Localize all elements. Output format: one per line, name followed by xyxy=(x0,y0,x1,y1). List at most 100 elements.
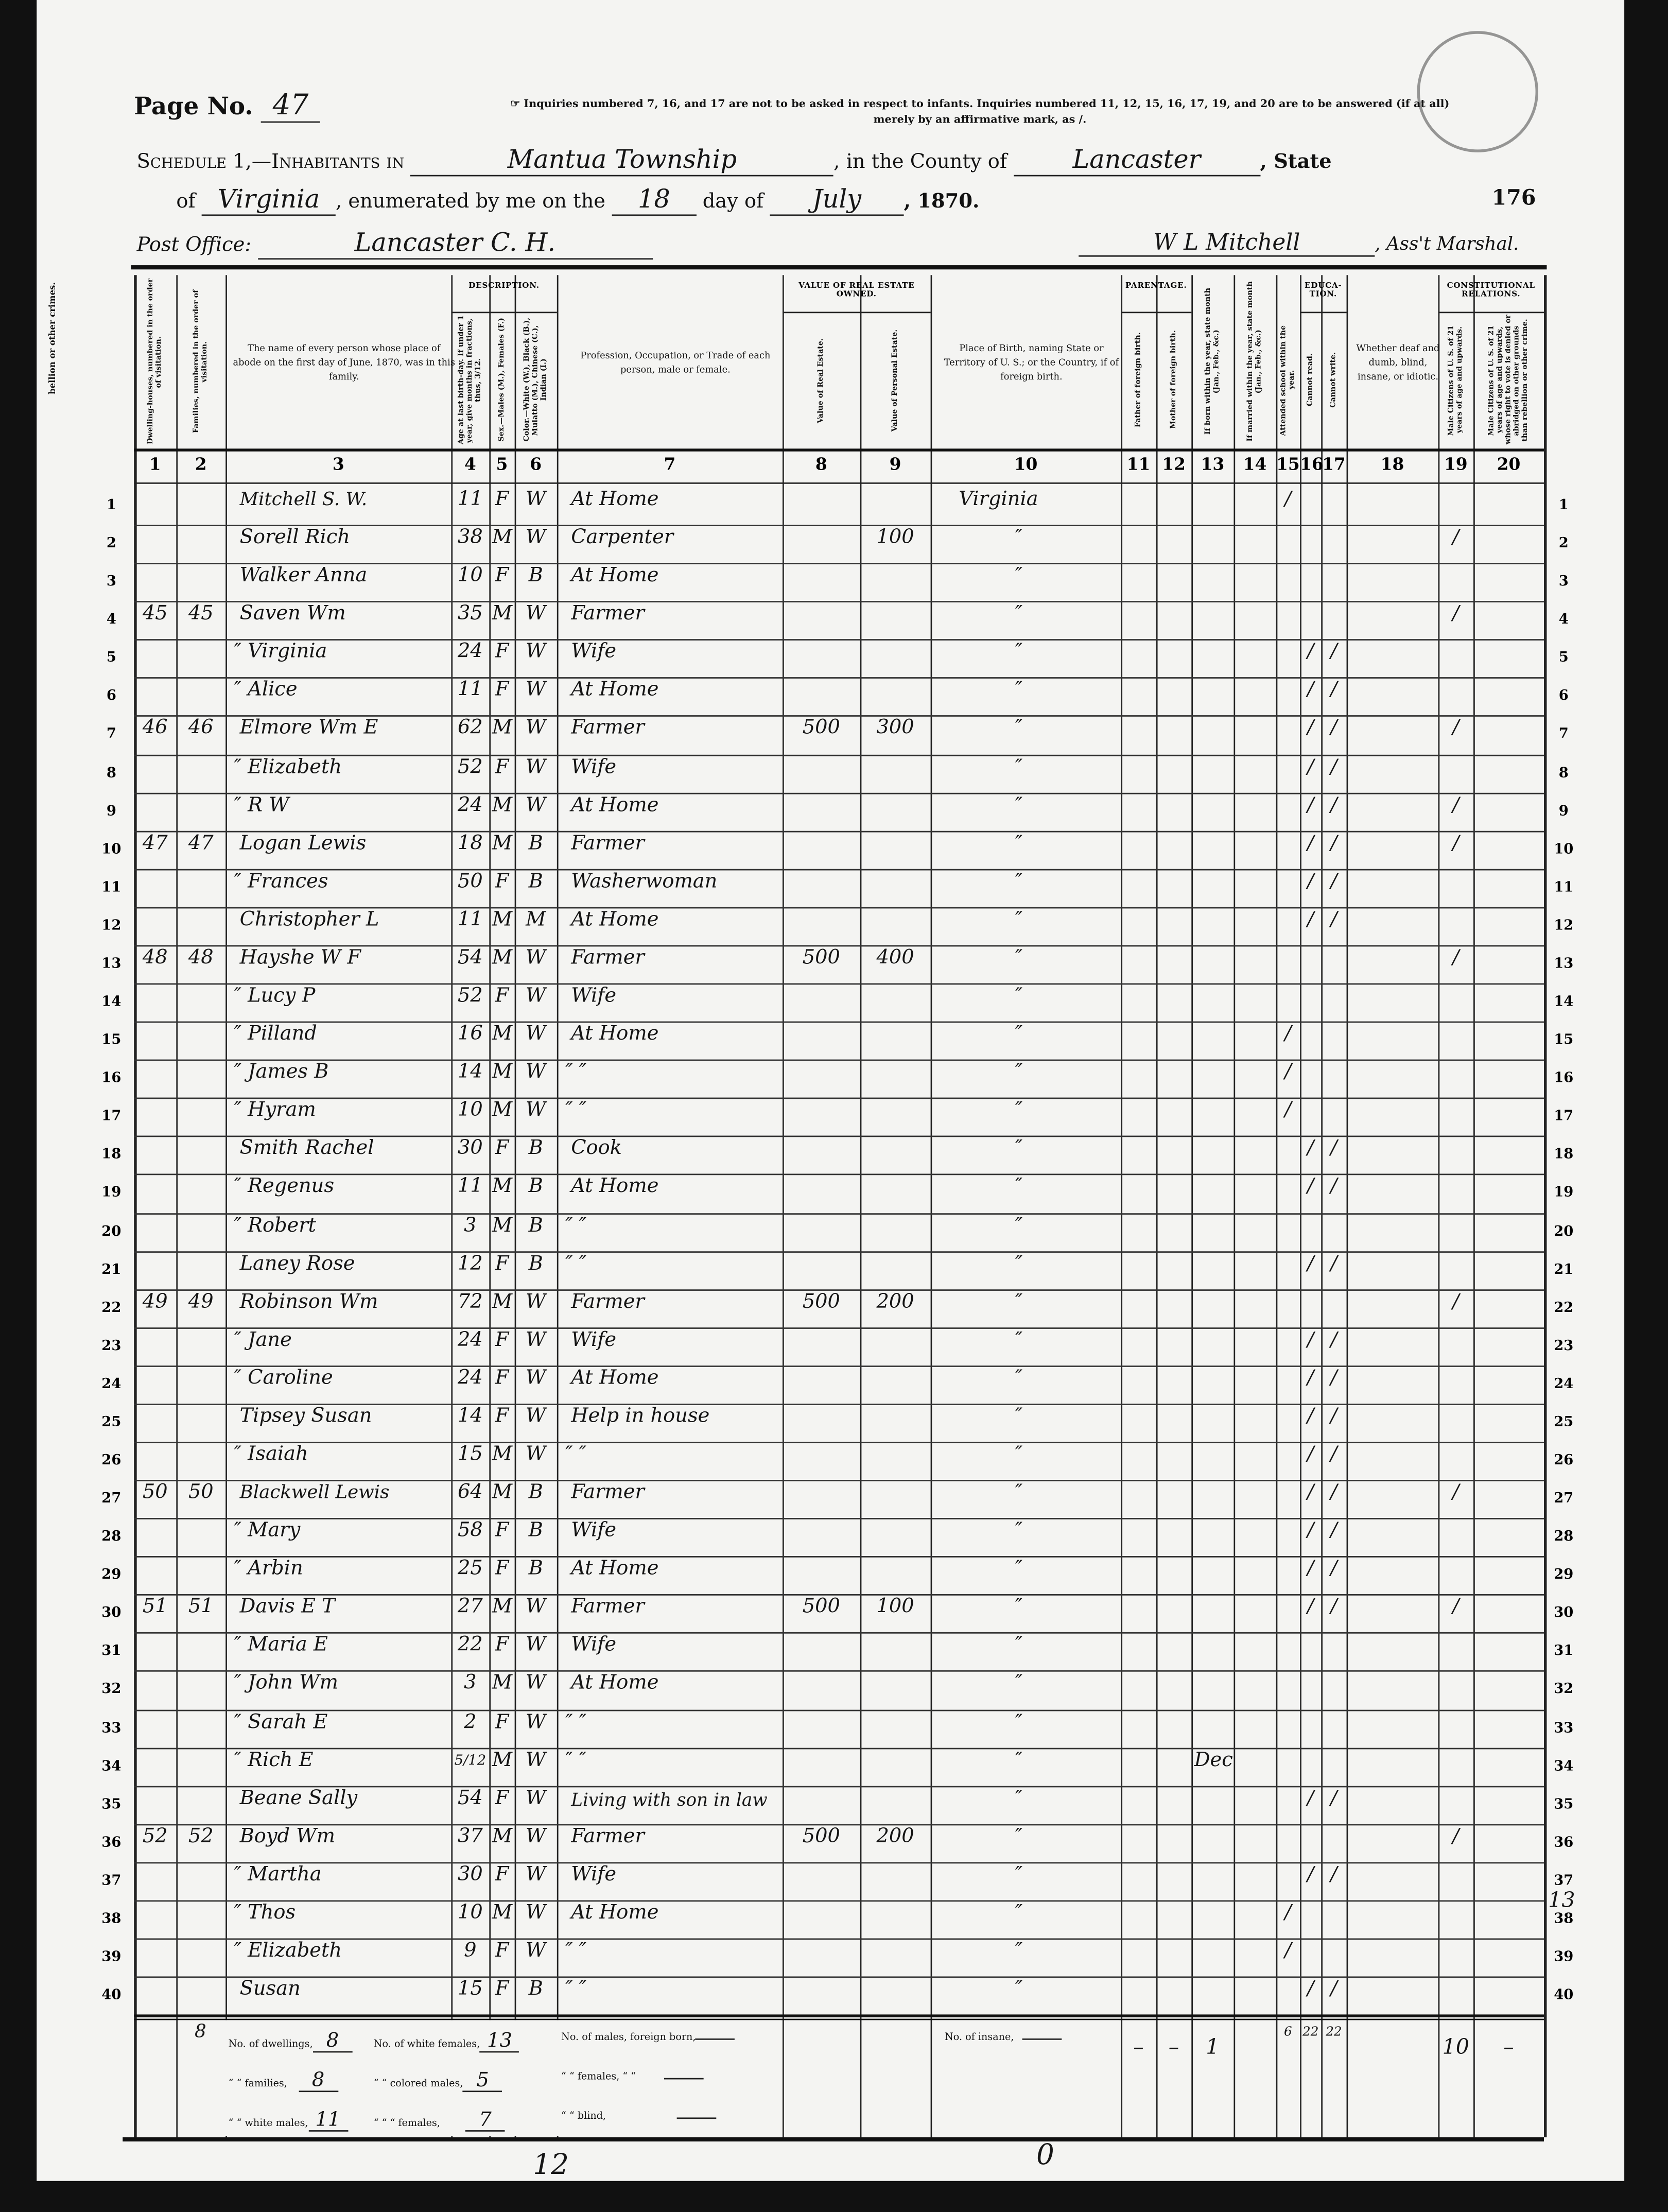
cell-color: W xyxy=(526,1940,546,1963)
day-value: 18 xyxy=(612,185,697,216)
cell-name: ″ Jane xyxy=(234,1328,292,1352)
cell-name: ″ Regenus xyxy=(234,1176,335,1199)
cell-c16: / xyxy=(1307,908,1314,931)
cell-birthplace: ″ xyxy=(1015,641,1023,664)
cell-age: 11 xyxy=(457,679,483,702)
row-number-right: 6 xyxy=(1558,689,1569,705)
schedule-line: Schedule 1,—Inhabitants in Mantua Townsh… xyxy=(137,145,1332,177)
marshal-label: , Ass't Marshal. xyxy=(1375,234,1519,255)
cell-real: 500 xyxy=(802,946,840,970)
blind-label: “ “ blind, xyxy=(561,2110,606,2122)
colored-males-value: 5 xyxy=(463,2071,503,2093)
column-divider xyxy=(1233,275,1236,2137)
census-stamp xyxy=(1417,31,1539,152)
blind-value xyxy=(676,2117,716,2119)
cell-color: B xyxy=(528,564,543,587)
row-number-right: 2 xyxy=(1558,536,1569,552)
row-number-left: 23 xyxy=(101,1338,121,1354)
group-real-estate: Value of Real Estate Owned. xyxy=(798,282,915,299)
row-rule xyxy=(134,1136,1544,1138)
row-number-right: 14 xyxy=(1554,994,1574,1010)
row-number-right: 23 xyxy=(1554,1338,1574,1354)
cell-sex: M xyxy=(492,1672,513,1695)
cell-c16: / xyxy=(1307,1137,1314,1161)
column-divider xyxy=(1473,275,1475,2137)
cell-c16: / xyxy=(1307,1367,1314,1390)
cell-c16: / xyxy=(1307,832,1314,855)
row-rule xyxy=(134,983,1544,985)
cell-personal: 200 xyxy=(876,1825,914,1848)
column-number-16: 16 xyxy=(1300,454,1324,474)
cell-sex: F xyxy=(495,1328,509,1352)
row-rule xyxy=(134,1671,1544,1672)
row-rule xyxy=(134,639,1544,641)
cell-color: W xyxy=(526,526,546,549)
row-number-left: 5 xyxy=(106,650,116,667)
cell-c17: / xyxy=(1330,641,1337,664)
column-heading-10: Place of Birth, naming State or Territor… xyxy=(944,342,1119,382)
paper-page xyxy=(37,0,1625,2181)
cell-age: 27 xyxy=(457,1596,483,1619)
cell-age: 30 xyxy=(457,1137,483,1161)
enumerated-label: , enumerated by me on the xyxy=(336,190,605,213)
cell-sex: F xyxy=(495,1978,509,2001)
cell-family: 47 xyxy=(188,832,214,855)
row-number-left: 27 xyxy=(101,1491,121,1507)
cell-occupation: At Home xyxy=(571,1902,659,1924)
row-number-left: 31 xyxy=(101,1644,121,1660)
cell-color: W xyxy=(526,1328,546,1352)
cell-c17: / xyxy=(1330,793,1337,817)
cell-age: 58 xyxy=(457,1519,483,1543)
footer-total-t15: 6 xyxy=(1284,2026,1292,2040)
group-education: Educa-tion. xyxy=(1305,282,1342,299)
cell-c16: / xyxy=(1307,1519,1314,1543)
instructions-line-2: merely by an affirmative mark, as /. xyxy=(873,113,1087,126)
cell-sex: M xyxy=(492,602,513,626)
row-rule xyxy=(134,1785,1544,1787)
footer-white-males: “ “ white males, 11 xyxy=(229,2111,348,2132)
cell-c17: / xyxy=(1330,679,1337,702)
cell-color: B xyxy=(528,1481,543,1504)
row-number-right: 30 xyxy=(1554,1605,1574,1621)
cell-c16: / xyxy=(1307,1405,1314,1428)
column-divider xyxy=(225,275,227,2137)
cell-dwelling: 47 xyxy=(142,832,168,855)
cell-age: 62 xyxy=(457,717,483,740)
cell-sex: F xyxy=(495,984,509,1008)
row-number-right: 5 xyxy=(1558,650,1569,667)
cell-age: 72 xyxy=(457,1290,483,1313)
cell-sex: M xyxy=(492,526,513,549)
cell-c16: / xyxy=(1307,1787,1314,1810)
column-heading-13: If born within the year, state month (Ja… xyxy=(1204,288,1221,436)
cell-c17: / xyxy=(1330,755,1337,779)
cell-sex: M xyxy=(492,832,513,855)
cell-sex: M xyxy=(492,1290,513,1313)
column-number-10: 10 xyxy=(1014,454,1038,474)
cell-c19: / xyxy=(1452,602,1460,626)
cell-age: 24 xyxy=(457,1367,483,1390)
row-number-left: 14 xyxy=(101,994,121,1010)
cell-name: ″ Lucy P xyxy=(234,984,316,1008)
cell-age: 10 xyxy=(457,564,483,587)
cell-name: ″ Sarah E xyxy=(234,1710,328,1733)
row-number-right: 32 xyxy=(1554,1682,1574,1698)
row-number-left: 8 xyxy=(106,765,116,781)
cell-c16: / xyxy=(1307,679,1314,702)
cell-c16: / xyxy=(1307,755,1314,779)
column-divider xyxy=(1276,275,1278,2137)
row-rule xyxy=(134,1900,1544,1902)
column-divider xyxy=(1346,275,1348,2137)
cell-name: Davis E T xyxy=(239,1596,335,1619)
cell-birthplace: ″ xyxy=(1015,1978,1023,2001)
cell-age: 24 xyxy=(457,1328,483,1352)
cell-occupation: At Home xyxy=(571,1672,659,1695)
column-number-11: 11 xyxy=(1126,454,1151,474)
cell-age: 30 xyxy=(457,1863,483,1886)
cell-c17: / xyxy=(1330,1596,1337,1619)
township-value: Mantua Township xyxy=(410,145,834,177)
post-office-value: Lancaster C. H. xyxy=(257,229,653,260)
row-number-right: 40 xyxy=(1554,1988,1574,2003)
footer-blind: “ “ blind, xyxy=(561,2111,716,2122)
column-number-4: 4 xyxy=(464,454,476,474)
cell-sex: F xyxy=(495,1787,509,1810)
